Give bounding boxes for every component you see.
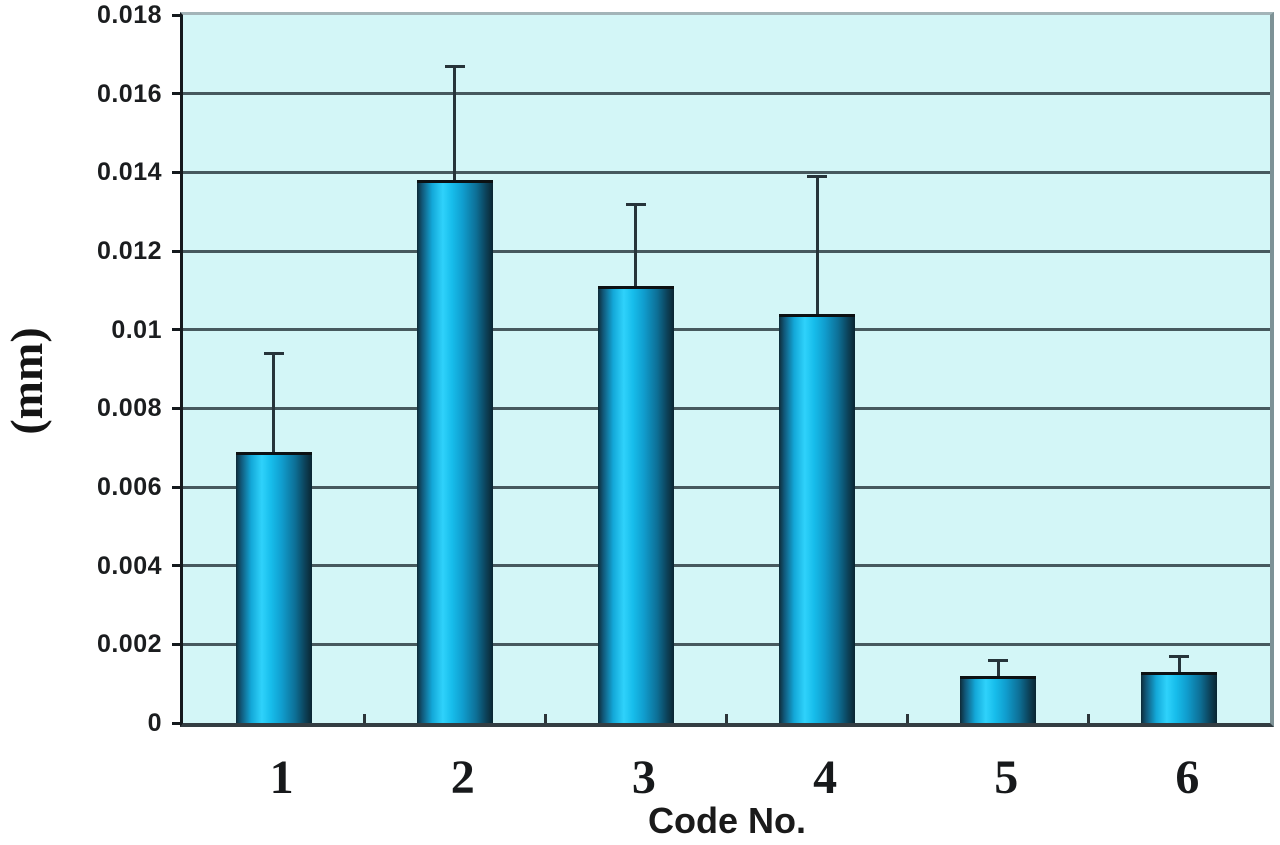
y-axis-tick — [172, 721, 180, 725]
error-bar-cap — [625, 202, 646, 206]
gridline — [183, 328, 1270, 332]
x-tick-label: 6 — [1175, 751, 1200, 804]
bar-category-1 — [235, 452, 312, 723]
bar-category-6 — [1141, 672, 1218, 723]
error-bar-stem — [634, 204, 638, 286]
y-axis-tick — [172, 249, 180, 253]
y-tick-label: 0.01 — [111, 315, 162, 344]
error-bar-cap — [444, 64, 465, 68]
error-bar-stem — [996, 660, 1000, 676]
y-axis-tick — [172, 406, 180, 410]
y-tick-label: 0.006 — [96, 473, 162, 501]
bar-category-4 — [779, 314, 856, 723]
y-tick-label: 0.008 — [96, 394, 162, 423]
y-axis-tick — [172, 642, 180, 646]
y-axis-tick — [172, 170, 180, 174]
error-bar-cap — [807, 174, 828, 178]
x-tick-label: 2 — [450, 751, 475, 804]
y-tick-label: 0 — [147, 709, 162, 737]
x-axis-tick — [1087, 714, 1091, 723]
error-bar-stem — [453, 66, 457, 180]
gridline — [183, 406, 1270, 410]
gridline — [183, 564, 1270, 568]
gridline — [183, 92, 1270, 96]
bar-category-2 — [416, 180, 493, 723]
y-axis-tick — [172, 328, 180, 332]
x-tick-label: 4 — [813, 751, 838, 804]
gridline — [183, 170, 1270, 174]
error-bar-stem — [815, 176, 819, 314]
y-axis-tick — [172, 485, 180, 489]
y-tick-label: 0.018 — [96, 1, 162, 29]
gridline — [183, 642, 1270, 646]
error-bar-stem — [1177, 656, 1181, 672]
x-axis-tick — [725, 714, 728, 723]
x-axis-tick — [906, 714, 910, 723]
gridline — [183, 485, 1270, 489]
y-axis-tick — [172, 564, 180, 568]
x-tick-label: 1 — [269, 751, 294, 804]
x-axis-title: Code No. — [648, 800, 806, 841]
error-bar-cap — [988, 658, 1009, 662]
y-axis-tick — [172, 13, 180, 17]
error-bar-cap — [263, 351, 284, 355]
x-tick-label: 3 — [631, 751, 656, 804]
y-axis-tick — [172, 92, 180, 96]
error-bar-stem — [272, 353, 276, 452]
error-bar-cap — [1169, 654, 1190, 658]
plot-area — [180, 12, 1274, 727]
gridline — [183, 249, 1270, 253]
x-axis-tick — [543, 714, 547, 723]
bar-category-3 — [597, 286, 674, 723]
bar-category-5 — [960, 676, 1037, 723]
y-tick-label: 0.016 — [96, 79, 162, 108]
y-tick-label: 0.002 — [96, 630, 162, 659]
x-tick-label: 5 — [994, 751, 1019, 804]
x-axis-tick — [362, 714, 366, 723]
y-tick-label: 0.012 — [96, 237, 162, 265]
y-tick-label: 0.004 — [96, 551, 162, 580]
y-tick-label: 0.014 — [96, 158, 162, 187]
